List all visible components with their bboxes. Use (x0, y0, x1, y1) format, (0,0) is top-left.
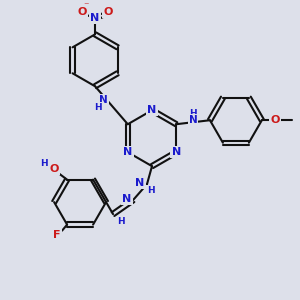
Text: H: H (117, 217, 125, 226)
Text: H: H (94, 103, 101, 112)
Text: H: H (147, 186, 155, 195)
Text: N: N (90, 14, 100, 23)
Text: N: N (123, 147, 132, 157)
Text: O: O (50, 164, 59, 174)
Text: N: N (99, 95, 108, 105)
Text: H: H (40, 159, 48, 168)
Text: O: O (103, 8, 113, 17)
Text: O: O (270, 115, 280, 125)
Text: F: F (53, 230, 61, 240)
Text: ⁻: ⁻ (83, 2, 89, 11)
Text: N: N (189, 115, 197, 125)
Text: N: N (172, 147, 181, 157)
Text: H: H (189, 109, 197, 118)
Text: N: N (135, 178, 145, 188)
Text: O: O (77, 8, 87, 17)
Text: N: N (147, 105, 157, 115)
Text: N: N (122, 194, 132, 204)
